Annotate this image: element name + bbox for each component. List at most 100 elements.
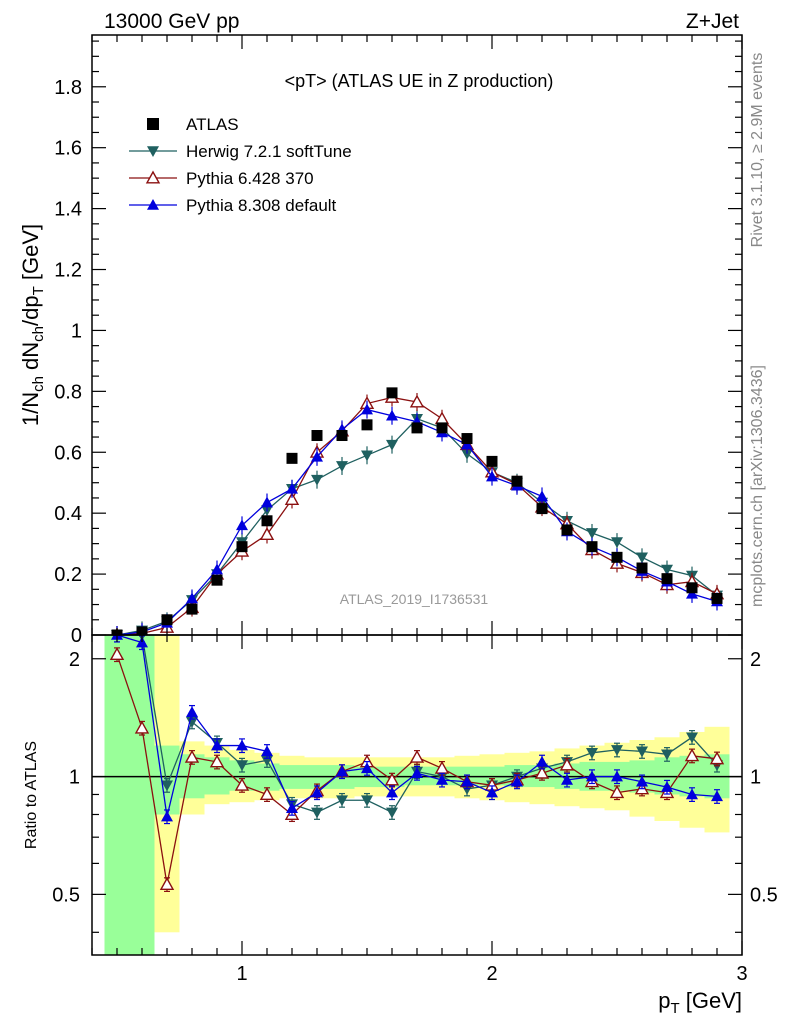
ratio-y-tick-label-right: 1 — [750, 767, 761, 789]
ratio-series-marker — [159, 877, 175, 890]
ratio-series-marker — [686, 788, 698, 800]
main-series-marker — [409, 394, 425, 408]
main-series-marker — [311, 474, 323, 486]
atlas-data-point — [436, 422, 448, 434]
ratio-series-marker — [411, 767, 423, 779]
ratio-series-marker — [236, 739, 248, 751]
main-series-marker — [284, 492, 300, 505]
main-y-tick-label: 1 — [71, 320, 82, 342]
ratio-series-marker — [684, 748, 700, 762]
ratio-y-tick-label-left: 0.5 — [52, 884, 80, 906]
atlas-data-point — [386, 387, 398, 399]
ratio-series-marker — [311, 786, 323, 798]
axis-ticks: 1 2 3 0 0.2 0.4 0.6 0.8 1 1.2 1.4 1.6 1.8 0.5 0.5 1 1 2 2 — [52, 35, 778, 985]
ratio-series-marker — [161, 780, 173, 792]
ratio-series-marker — [386, 807, 398, 819]
main-series-marker — [336, 461, 348, 472]
ratio-series-marker — [709, 751, 725, 765]
ratio-series-marker — [636, 746, 648, 758]
ratio-series-marker — [134, 720, 150, 734]
ratio-series-marker — [211, 739, 223, 751]
atlas-data-point — [586, 541, 598, 553]
ratio-series-marker — [361, 795, 373, 807]
ratio-series-marker — [536, 755, 548, 767]
main-y-tick-label: 1.2 — [54, 260, 82, 282]
main-y-tick-label: 1.4 — [54, 199, 82, 221]
x-tick-label: 3 — [736, 963, 747, 985]
main-series-marker — [586, 528, 598, 539]
stat-uncertainty-band — [129, 635, 155, 955]
main-series-marker — [211, 563, 223, 575]
ratio-series-marker — [409, 749, 425, 763]
atlas-data-point — [661, 573, 673, 585]
legend-label: ATLAS — [186, 115, 239, 134]
main-series-marker — [661, 564, 673, 576]
ratio-y-tick-label-left: 1 — [69, 767, 80, 789]
ratio-series-marker — [461, 775, 473, 787]
energy-label: 13000 GeV pp — [104, 10, 239, 33]
main-series-marker — [434, 411, 450, 425]
ratio-series-marker — [436, 773, 448, 785]
legend-marker — [145, 170, 161, 184]
atlas-data-point — [511, 475, 523, 487]
ratio-series-marker — [511, 775, 523, 787]
ratio-series-marker — [361, 762, 373, 774]
main-series-marker — [236, 519, 248, 531]
main-series-marker — [186, 592, 198, 604]
atlas-data-point — [236, 541, 248, 553]
ratio-series-marker — [109, 647, 125, 661]
ratio-series-marker — [336, 795, 348, 807]
stat-uncertainty-band — [104, 635, 130, 955]
atlas-data-point — [361, 419, 373, 431]
atlas-data-point — [211, 574, 223, 586]
legend-label: Pythia 8.308 default — [186, 196, 337, 215]
ratio-series-marker — [209, 754, 225, 768]
ratio-series-marker — [184, 749, 200, 763]
main-series-marker — [361, 403, 373, 415]
main-series-marker — [261, 496, 273, 508]
atlas-data-point — [336, 430, 348, 442]
atlas-data-point — [486, 455, 498, 467]
ratio-series-marker — [286, 802, 298, 814]
atlas-data-point — [611, 551, 623, 563]
ratio-series-marker — [611, 745, 623, 756]
legend-label: Pythia 6.428 370 — [186, 169, 314, 188]
ratio-series-marker — [636, 775, 648, 787]
main-y-label-part: /dp — [18, 295, 43, 326]
ratio-series-marker — [384, 772, 400, 786]
legend-label: Herwig 7.2.1 softTune — [186, 142, 352, 161]
atlas-data-point — [286, 452, 298, 464]
main-y-axis-label: 1/Nch dNch/dpT [GeV] — [18, 224, 47, 426]
process-label: Z+Jet — [686, 10, 739, 33]
atlas-data-point — [561, 524, 573, 536]
main-y-tick-label: 1.8 — [54, 77, 82, 99]
x-tick-label: 2 — [486, 963, 497, 985]
atlas-data-point — [411, 422, 423, 434]
atlas-data-point — [711, 592, 723, 604]
ratio-series-marker — [611, 770, 623, 782]
ratio-y-tick-label-left: 2 — [69, 649, 80, 671]
main-series-marker — [361, 450, 373, 462]
main-series-marker — [636, 552, 648, 564]
ratio-series-marker — [236, 760, 248, 772]
main-y-label-part: [GeV] — [18, 224, 43, 286]
main-y-label-part: T — [30, 286, 47, 295]
ratio-series-marker — [311, 807, 323, 819]
ratio-y-axis-label: Ratio to ATLAS — [23, 741, 40, 849]
atlas-data-point — [261, 515, 273, 527]
ratio-series-marker — [686, 732, 698, 744]
main-series-marker — [536, 490, 548, 502]
main-y-tick-label: 0.8 — [54, 381, 82, 403]
ratio-y-tick-label-right: 0.5 — [750, 884, 778, 906]
atlas-data-point — [311, 430, 323, 442]
ratio-series-marker — [386, 786, 398, 798]
plot-title: <pT> (ATLAS UE in Z production) — [285, 71, 554, 91]
ratio-series-marker — [559, 757, 575, 771]
atlas-data-point — [536, 503, 548, 515]
ratio-series-marker — [186, 706, 198, 718]
atlas-data-point — [636, 562, 648, 574]
ratio-series-marker — [586, 748, 598, 759]
legend-marker — [147, 146, 159, 157]
atlas-data-point — [161, 614, 173, 626]
